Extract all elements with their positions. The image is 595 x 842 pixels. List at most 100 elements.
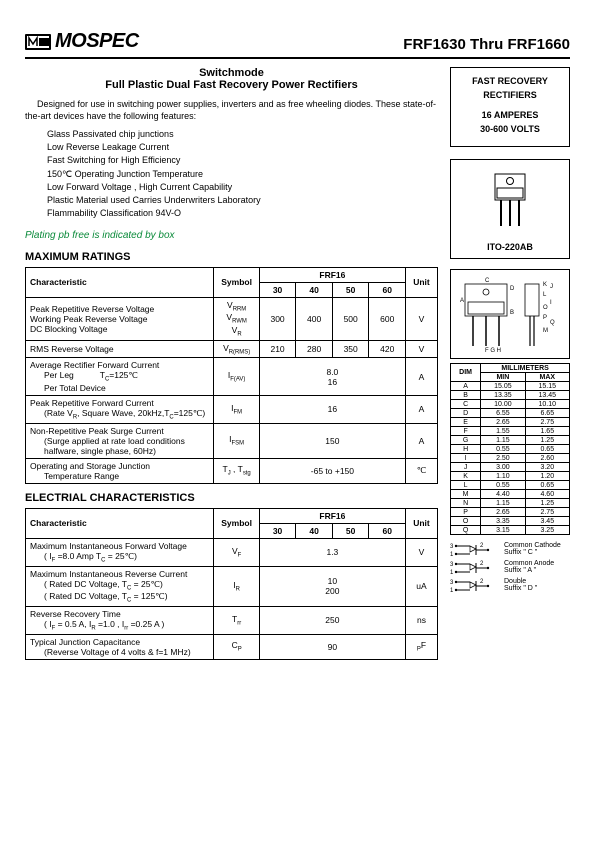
- cell-char: Reverse Recovery Time( IF = 0.5 A, IR =1…: [26, 606, 214, 634]
- dim-cell: 2.75: [525, 508, 569, 517]
- logo-area: MOSPEC: [25, 30, 139, 53]
- cell-val: 300: [259, 297, 296, 340]
- cell-val: 250: [259, 606, 405, 634]
- cell-val: 400: [296, 297, 333, 340]
- feature-item: Low Reverse Leakage Current: [47, 141, 438, 154]
- dim-cell: 3.25: [525, 526, 569, 535]
- cell-unit: V: [405, 340, 437, 358]
- package-drawing-icon: [475, 166, 545, 236]
- max-ratings-title: MAXIMUM RATINGS: [25, 251, 438, 263]
- config-label: Common AnodeSuffix " A ": [504, 560, 554, 574]
- summary-line1: FAST RECOVERY: [455, 76, 565, 86]
- main-content: Switchmode Full Plastic Dual Fast Recove…: [25, 67, 570, 660]
- subtitle-line2: Full Plastic Dual Fast Recovery Power Re…: [25, 79, 438, 91]
- dim-th-dim: DIM: [451, 364, 481, 382]
- dim-row: D6.556.65: [451, 409, 570, 418]
- feature-item: Glass Passivated chip junctions: [47, 128, 438, 141]
- cell-val: 500: [332, 297, 369, 340]
- cell-unit: ℃: [405, 458, 437, 483]
- dim-cell: 3.35: [481, 517, 525, 526]
- th-characteristic2: Characteristic: [26, 508, 214, 538]
- table-row: Maximum Instantaneous Forward Voltage( I…: [26, 538, 438, 566]
- svg-text:O: O: [543, 305, 548, 311]
- dim-row: O3.353.45: [451, 517, 570, 526]
- feature-item: Plastic Material used Carries Underwrite…: [47, 194, 438, 207]
- svg-text:2: 2: [480, 543, 484, 549]
- dim-cell: 1.15: [481, 436, 525, 445]
- diode-config-icon: 3 1 2: [450, 577, 500, 593]
- summary-line3: 16 AMPERES: [455, 110, 565, 120]
- dim-row: J3.003.20: [451, 463, 570, 472]
- table-row: RMS Reverse VoltageVR(RMS)210280350420V: [26, 340, 438, 358]
- dim-cell: A: [451, 382, 481, 391]
- dim-cell: F: [451, 427, 481, 436]
- dim-cell: L: [451, 481, 481, 490]
- svg-text:M: M: [543, 328, 548, 334]
- dim-row: I2.502.60: [451, 454, 570, 463]
- cell-sym: Trr: [214, 606, 259, 634]
- cell-unit: ns: [405, 606, 437, 634]
- cell-unit: V: [405, 538, 437, 566]
- svg-text:3: 3: [450, 562, 454, 568]
- description-paragraph: Designed for use in switching power supp…: [25, 99, 438, 122]
- dimension-drawing: A C D B K L O P M J I Q F G H: [450, 269, 570, 359]
- cell-sym: IFM: [214, 396, 259, 424]
- left-column: Switchmode Full Plastic Dual Fast Recove…: [25, 67, 438, 660]
- feature-item: Fast Switching for High Efficiency: [47, 154, 438, 167]
- cell-char: Peak Repetitive Forward Current(Rate VR,…: [26, 396, 214, 424]
- dim-cell: 1.55: [481, 427, 525, 436]
- dim-cell: G: [451, 436, 481, 445]
- dim-cell: 1.20: [525, 472, 569, 481]
- dim-cell: 2.75: [525, 418, 569, 427]
- cell-unit: A: [405, 423, 437, 458]
- dim-row: A15.0515.15: [451, 382, 570, 391]
- dim-cell: 2.65: [481, 418, 525, 427]
- right-column: FAST RECOVERY RECTIFIERS 16 AMPERES 30-6…: [450, 67, 570, 660]
- dim-cell: D: [451, 409, 481, 418]
- cell-unit: uA: [405, 566, 437, 606]
- config-label: DoubleSuffix " D ": [504, 578, 537, 592]
- subtitle-block: Switchmode Full Plastic Dual Fast Recove…: [25, 67, 438, 91]
- cell-char: Typical Junction Capacitance(Reverse Vol…: [26, 634, 214, 659]
- dim-cell: E: [451, 418, 481, 427]
- config-row: 3 1 2 Common CathodeSuffix " C ": [450, 541, 570, 557]
- dim-th-min: MIN: [481, 373, 525, 382]
- cell-char: Maximum Instantaneous Reverse Current( R…: [26, 566, 214, 606]
- electrical-table: Characteristic Symbol FRF16 Unit 30 40 5…: [25, 508, 438, 660]
- svg-text:P: P: [543, 315, 547, 321]
- svg-text:K: K: [543, 282, 547, 288]
- cell-char: Maximum Instantaneous Forward Voltage( I…: [26, 538, 214, 566]
- dim-row: H0.550.65: [451, 445, 570, 454]
- dim-cell: 1.65: [525, 427, 569, 436]
- dim-cell: 10.10: [525, 400, 569, 409]
- dim-row: F1.551.65: [451, 427, 570, 436]
- th-characteristic: Characteristic: [26, 267, 214, 297]
- dim-row: P2.652.75: [451, 508, 570, 517]
- cell-val: 1.3: [259, 538, 405, 566]
- dimension-table: DIM MILLIMETERS MIN MAX A15.0515.15B13.3…: [450, 363, 570, 535]
- cell-unit: PF: [405, 634, 437, 659]
- mospec-logo-icon: [25, 32, 51, 52]
- dim-th-max: MAX: [525, 373, 569, 382]
- dim-cell: 3.45: [525, 517, 569, 526]
- svg-text:F G H: F G H: [485, 348, 501, 354]
- summary-line4: 30-600 VOLTS: [455, 124, 565, 134]
- page-header: MOSPEC FRF1630 Thru FRF1660: [25, 30, 570, 59]
- cell-char: Non-Repetitive Peak Surge Current(Surge …: [26, 423, 214, 458]
- cell-char: Operating and Storage JunctionTemperatur…: [26, 458, 214, 483]
- package-box: ITO-220AB: [450, 159, 570, 259]
- part-number-range: FRF1630 Thru FRF1660: [403, 36, 570, 53]
- dim-cell: 0.55: [481, 481, 525, 490]
- th-40b: 40: [296, 523, 333, 538]
- cell-sym: IR: [214, 566, 259, 606]
- package-label: ITO-220AB: [457, 242, 563, 252]
- dim-cell: 4.40: [481, 490, 525, 499]
- table-row: Operating and Storage JunctionTemperatur…: [26, 458, 438, 483]
- dim-cell: Q: [451, 526, 481, 535]
- cell-val: 210: [259, 340, 296, 358]
- plating-note: Plating pb free is indicated by box: [25, 230, 438, 241]
- dim-cell: H: [451, 445, 481, 454]
- dim-row: K1.101.20: [451, 472, 570, 481]
- table-row: Peak Repetitive Reverse VoltageWorking P…: [26, 297, 438, 340]
- dim-row: M4.404.60: [451, 490, 570, 499]
